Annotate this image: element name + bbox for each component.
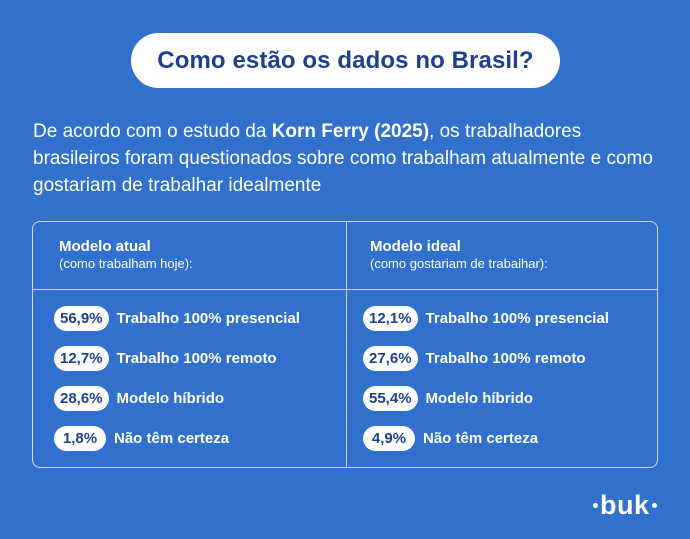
percent-badge: 56,9% — [54, 305, 109, 331]
percent-badge: 27,6% — [363, 345, 418, 371]
percent-badge: 1,8% — [54, 425, 106, 451]
row-label: Modelo híbrido — [116, 389, 225, 407]
row-label: Trabalho 100% remoto — [116, 349, 277, 367]
comparison-table: Modelo atual (como trabalham hoje): Mode… — [32, 221, 658, 468]
percent-badge: 55,4% — [363, 385, 418, 411]
left-heading: Modelo atual — [59, 238, 151, 255]
right-column-header: Modelo ideal (como gostariam de trabalha… — [370, 238, 548, 272]
row-label: Não têm certeza — [423, 429, 539, 447]
left-column-header: Modelo atual (como trabalham hoje): — [59, 238, 193, 272]
column-divider — [346, 222, 347, 467]
intro-before: De acordo com o estudo da — [33, 121, 272, 142]
row-label: Trabalho 100% presencial — [116, 309, 300, 327]
intro-source: Korn Ferry (2025) — [271, 121, 430, 142]
logo-text: buk — [600, 490, 650, 520]
percent-badge: 12,7% — [54, 345, 109, 371]
row-label: Trabalho 100% remoto — [425, 349, 586, 367]
row-label: Modelo híbrido — [425, 389, 534, 407]
right-rows: 12,1% Trabalho 100% presencial 27,6% Tra… — [363, 304, 609, 464]
left-rows: 56,9% Trabalho 100% presencial 12,7% Tra… — [54, 304, 300, 464]
list-item: 56,9% Trabalho 100% presencial — [54, 304, 300, 332]
logo-dot-icon — [593, 503, 598, 508]
logo-dot-icon — [651, 503, 657, 508]
title-pill: Como estão os dados no Brasil? — [131, 33, 560, 88]
page-title: Como estão os dados no Brasil? — [157, 46, 534, 74]
percent-badge: 4,9% — [363, 425, 415, 451]
right-heading: Modelo ideal — [370, 238, 461, 255]
list-item: 12,1% Trabalho 100% presencial — [363, 304, 609, 332]
list-item: 1,8% Não têm certeza — [54, 424, 300, 452]
left-subheading: (como trabalham hoje): — [59, 256, 193, 271]
percent-badge: 12,1% — [363, 305, 418, 331]
list-item: 27,6% Trabalho 100% remoto — [363, 344, 609, 372]
percent-badge: 28,6% — [54, 385, 109, 411]
row-label: Não têm certeza — [114, 429, 230, 447]
list-item: 28,6% Modelo híbrido — [54, 384, 300, 412]
right-subheading: (como gostariam de trabalhar): — [370, 256, 548, 271]
buk-logo: buk — [591, 490, 659, 521]
intro-after: , os trabalhadores brasileiros foram que… — [33, 121, 653, 196]
row-label: Trabalho 100% presencial — [425, 309, 609, 327]
intro-text: De acordo com o estudo da Korn Ferry (20… — [33, 118, 663, 199]
list-item: 55,4% Modelo híbrido — [363, 384, 609, 412]
list-item: 12,7% Trabalho 100% remoto — [54, 344, 300, 372]
header-divider — [33, 289, 657, 290]
list-item: 4,9% Não têm certeza — [363, 424, 609, 452]
